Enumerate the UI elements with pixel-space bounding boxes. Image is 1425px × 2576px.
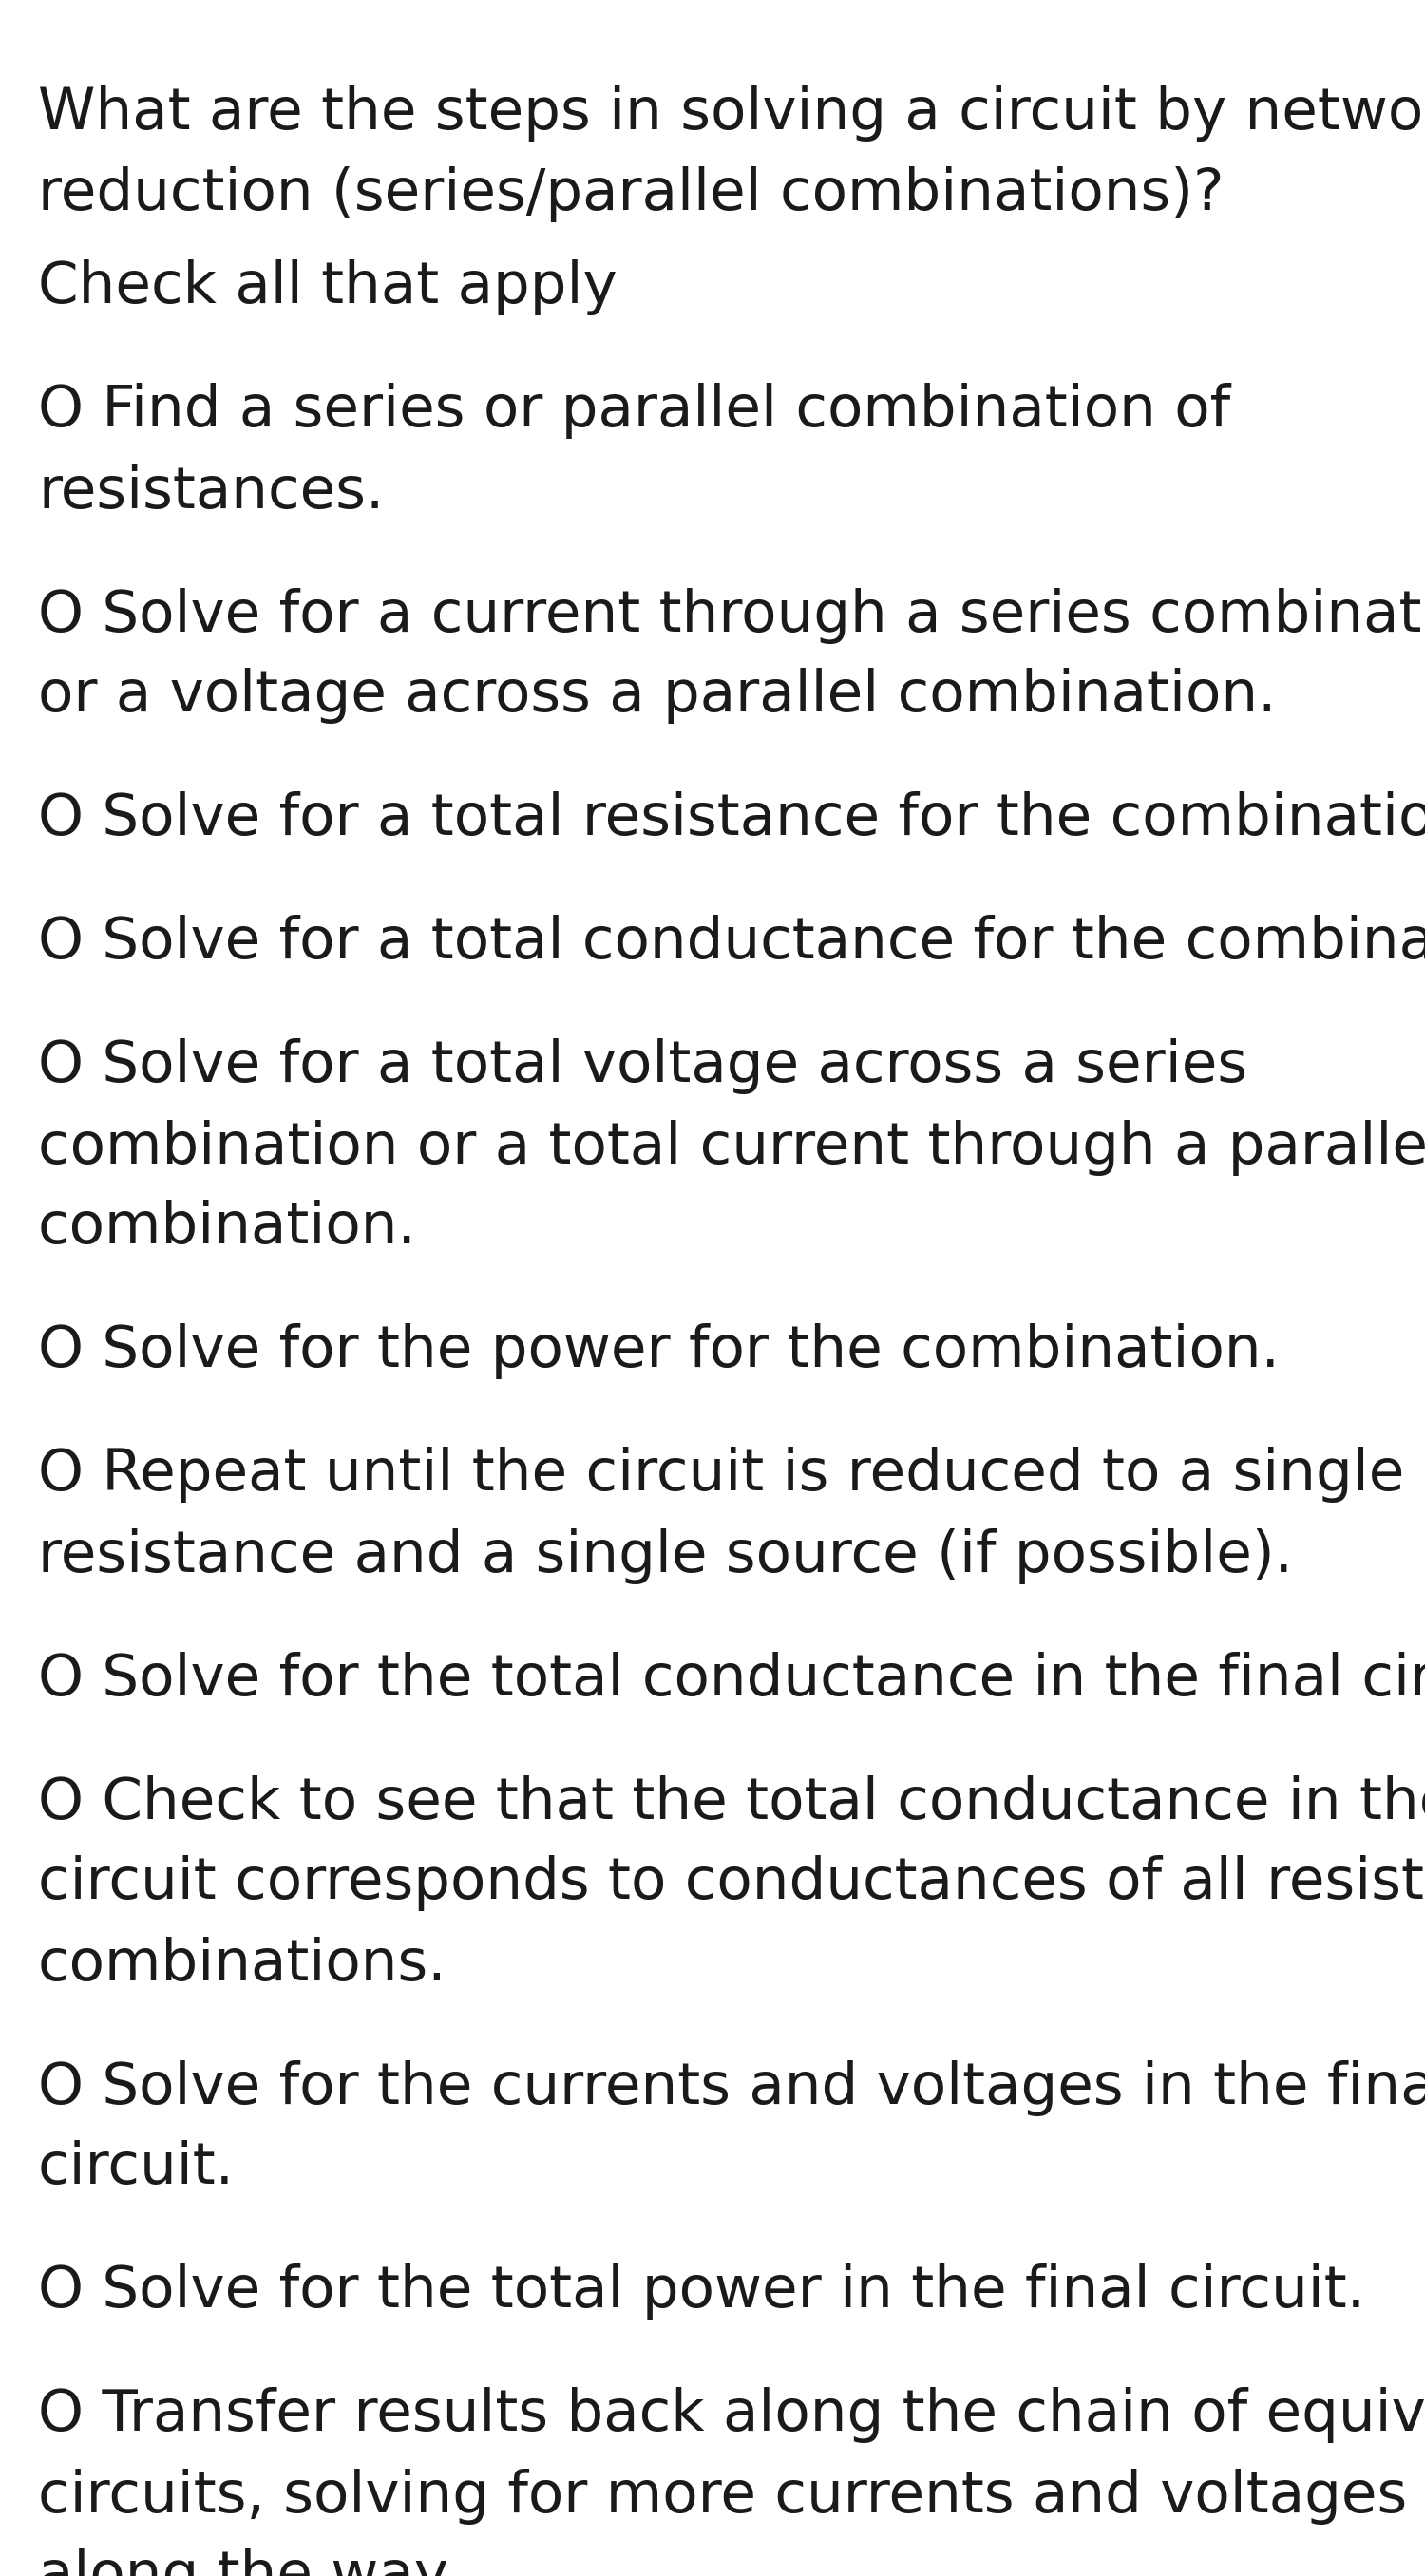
Text: O Solve for a current through a series combination: O Solve for a current through a series c… — [38, 587, 1425, 644]
Text: Check all that apply: Check all that apply — [38, 260, 617, 317]
Text: What are the steps in solving a circuit by network: What are the steps in solving a circuit … — [38, 85, 1425, 142]
Text: circuit.: circuit. — [38, 2141, 235, 2197]
Text: resistance and a single source (if possible).: resistance and a single source (if possi… — [38, 1528, 1292, 1584]
Text: O Check to see that the total conductance in the: O Check to see that the total conductanc… — [38, 1775, 1425, 1832]
Text: O Solve for the total conductance in the final circuit.: O Solve for the total conductance in the… — [38, 1651, 1425, 1708]
Text: O Repeat until the circuit is reduced to a single: O Repeat until the circuit is reduced to… — [38, 1448, 1405, 1504]
Text: O Solve for a total resistance for the combination.: O Solve for a total resistance for the c… — [38, 791, 1425, 848]
Text: resistances.: resistances. — [38, 464, 385, 520]
Text: O Solve for the power for the combination.: O Solve for the power for the combinatio… — [38, 1324, 1280, 1381]
Text: reduction (series/parallel combinations)?: reduction (series/parallel combinations)… — [38, 167, 1224, 222]
Text: O Find a series or parallel combination of: O Find a series or parallel combination … — [38, 384, 1230, 440]
Text: or a voltage across a parallel combination.: or a voltage across a parallel combinati… — [38, 667, 1277, 724]
Text: O Solve for the total power in the final circuit.: O Solve for the total power in the final… — [38, 2264, 1365, 2321]
Text: O Transfer results back along the chain of equivalent: O Transfer results back along the chain … — [38, 2388, 1425, 2445]
Text: combination.: combination. — [38, 1200, 418, 1257]
Text: O Solve for a total conductance for the combination.: O Solve for a total conductance for the … — [38, 914, 1425, 971]
Text: combinations.: combinations. — [38, 1937, 447, 1991]
Text: O Solve for the currents and voltages in the final: O Solve for the currents and voltages in… — [38, 2061, 1425, 2115]
Text: circuits, solving for more currents and voltages: circuits, solving for more currents and … — [38, 2468, 1406, 2524]
Text: combination or a total current through a parallel: combination or a total current through a… — [38, 1121, 1425, 1175]
Text: circuit corresponds to conductances of all resistance: circuit corresponds to conductances of a… — [38, 1855, 1425, 1911]
Text: O Solve for a total voltage across a series: O Solve for a total voltage across a ser… — [38, 1038, 1247, 1095]
Text: along the way.: along the way. — [38, 2548, 459, 2576]
